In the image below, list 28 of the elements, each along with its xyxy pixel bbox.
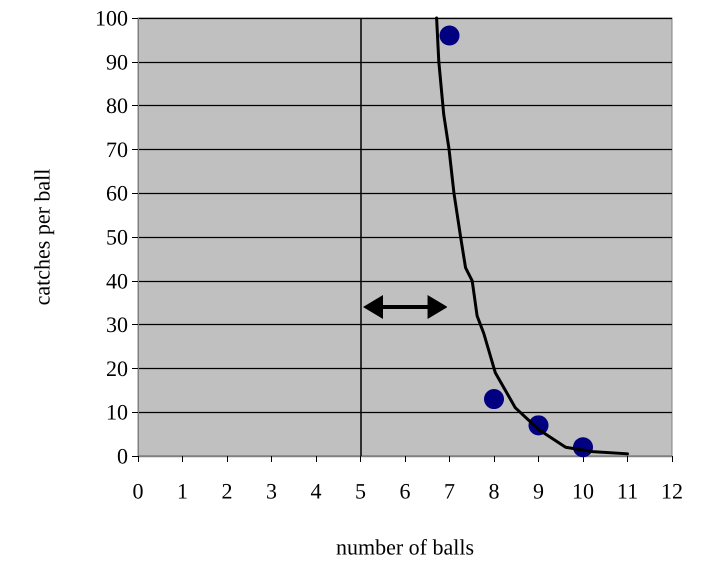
x-tick-label: 4 <box>310 478 322 504</box>
y-tick-label: 40 <box>106 268 128 294</box>
y-tick-label: 10 <box>106 400 128 425</box>
y-tick-label: 50 <box>106 224 128 250</box>
x-tick-label: 5 <box>355 478 366 504</box>
y-tick-label: 100 <box>95 6 128 30</box>
y-tick-label: 0 <box>117 444 128 468</box>
y-tick-label: 70 <box>106 136 128 162</box>
x-axis-title: number of balls <box>336 534 474 560</box>
y-tick-label: 60 <box>106 180 128 206</box>
x-tick-label: 7 <box>444 478 455 504</box>
point <box>484 389 504 410</box>
x-tick-label: 12 <box>661 478 683 504</box>
x-tick-label: 3 <box>266 478 277 504</box>
x-tick-label: 1 <box>177 478 188 504</box>
x-tick-label: 11 <box>616 478 638 504</box>
x-tick-label: 6 <box>400 478 410 504</box>
y-tick-label: 30 <box>106 312 128 338</box>
x-tick-label: 0 <box>132 478 144 504</box>
x-tick-label: 2 <box>222 478 232 504</box>
x-tick-label: 10 <box>572 478 594 504</box>
y-tick-label: 90 <box>106 49 128 74</box>
y-axis-title: catches per ball <box>30 168 54 306</box>
y-tick-label: 80 <box>106 93 128 118</box>
x-tick-label: 8 <box>488 478 500 504</box>
x-tick-label: 9 <box>533 478 544 504</box>
point <box>440 26 460 46</box>
y-tick-label: 20 <box>106 356 128 381</box>
